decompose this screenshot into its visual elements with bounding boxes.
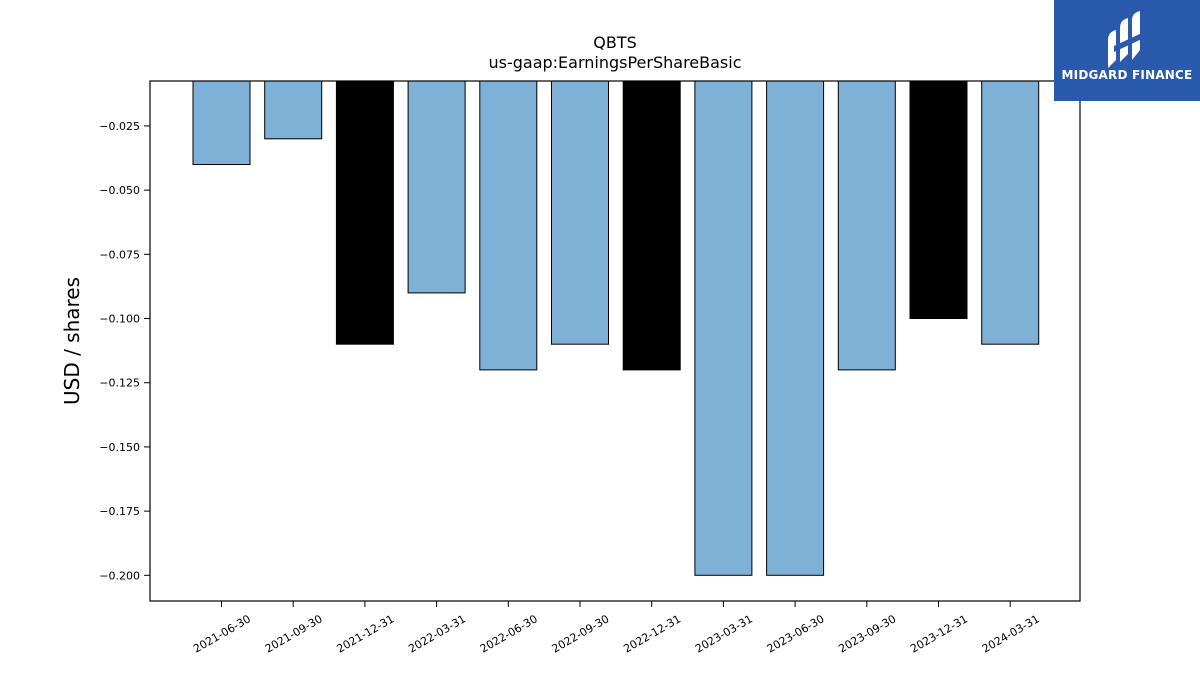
bars-group [192,80,1040,576]
y-tick-label: −0.150 [99,441,140,454]
y-tick-label: −0.125 [99,377,140,390]
x-tick-label: 2023-09-30 [836,612,898,655]
bar-2021-12-31 [335,80,394,345]
bar-2023-09-30 [837,80,896,371]
bar-2022-06-30 [479,80,538,371]
bar-2022-09-30 [551,80,609,345]
y-tick-label: −0.025 [99,120,140,133]
y-tick-label: −0.050 [99,184,140,197]
y-axis-label: USD / shares [60,277,84,405]
midgard-logo-icon [1108,11,1144,68]
bar-2022-03-31 [407,80,466,294]
x-tick-label: 2022-06-30 [478,612,540,655]
x-tick-label: 2022-12-31 [621,612,683,655]
midgard-finance-logo: MIDGARD FINANCE [1054,0,1200,101]
bar-2021-09-30 [264,80,323,140]
bar-2023-06-30 [766,80,825,576]
y-tick-label: −0.200 [99,569,140,582]
x-tick-label: 2021-06-30 [191,612,253,655]
bar-2023-03-31 [694,80,753,576]
x-tick-label: 2023-12-31 [908,612,970,655]
bar-2023-12-31 [909,80,968,319]
plot-frame [149,80,1081,602]
bar-2024-03-31 [981,80,1040,345]
x-tick-label: 2023-06-30 [765,612,827,655]
x-tick-label: 2021-09-30 [263,612,325,655]
y-tick-label: −0.175 [99,505,140,518]
chart-subtitle: us-gaap:EarningsPerShareBasic [488,53,741,72]
x-tick-label: 2023-03-31 [693,612,755,655]
bar-2022-12-31 [622,80,681,371]
x-tick-label: 2022-03-31 [406,612,468,655]
x-tick-label: 2024-03-31 [980,612,1042,655]
y-axis: −0.025 −0.050 −0.075 −0.100 −0.125 −0.150 −0.1… [99,120,150,582]
x-axis: 2021-06-30 2021-09-30 2021-12-31 2022-03-31… [191,601,1042,656]
y-tick-label: −0.100 [99,313,140,326]
bar-2021-06-30 [192,80,251,165]
logo-text: MIDGARD FINANCE [1061,68,1193,82]
x-tick-label: 2021-12-31 [335,612,397,655]
x-tick-label: 2022-09-30 [550,612,612,655]
y-tick-label: −0.075 [99,248,140,261]
chart-title: QBTS [593,33,637,52]
